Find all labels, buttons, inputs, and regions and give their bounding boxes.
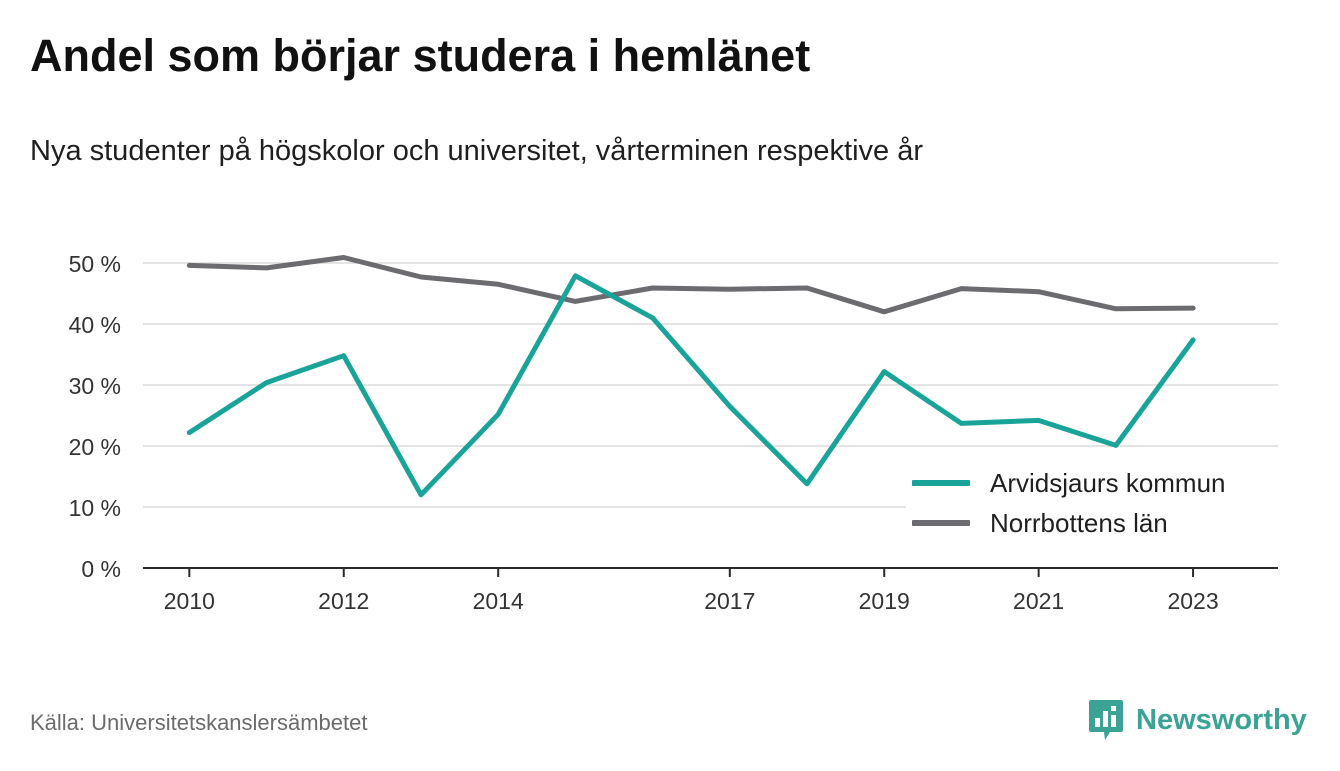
y-tick-label-50: 50 %	[69, 251, 121, 277]
chart-title: Andel som börjar studera i hemlänet	[30, 30, 811, 81]
legend-swatch-norrbotten	[912, 520, 970, 526]
x-tick-label-2014: 2014	[473, 588, 524, 614]
legend-item-norrbotten: Norrbottens län	[912, 504, 1168, 542]
legend-label-arvidsjaur: Arvidsjaurs kommun	[990, 467, 1226, 498]
x-tick-label-2023: 2023	[1167, 588, 1218, 614]
chart-subtitle: Nya studenter på högskolor och universit…	[30, 135, 923, 167]
line-chart: 0 % 10 % 20 % 30 % 40 % 50 % 2010 2012 2014 2017…	[69, 251, 1278, 614]
y-axis-tick-labels: 0 % 10 % 20 % 30 % 40 % 50 %	[69, 251, 121, 582]
series-line-norrbotten	[186, 255, 1196, 315]
y-tick-label-10: 10 %	[69, 495, 121, 521]
x-tick-label-2019: 2019	[859, 588, 910, 614]
newsworthy-brand[interactable]: Newsworthy	[1088, 698, 1307, 742]
series-lines	[186, 255, 1196, 498]
x-tick-label-2021: 2021	[1013, 588, 1064, 614]
y-tick-label-0: 0 %	[81, 556, 121, 582]
legend-item-arvidsjaur: Arvidsjaurs kommun	[912, 464, 1226, 502]
chart-legend: Arvidsjaurs kommun Norrbottens län	[906, 462, 1278, 548]
legend-swatch-arvidsjaur	[912, 480, 970, 486]
brand-name: Newsworthy	[1136, 703, 1307, 736]
newsworthy-logo-icon	[1089, 700, 1123, 740]
x-tick-label-2010: 2010	[164, 588, 215, 614]
source-note: Källa: Universitetskanslersämbetet	[30, 710, 368, 735]
x-axis-tick-labels: 2010 2012 2014 2017 2019 2021 2023	[164, 568, 1219, 614]
x-tick-label-2012: 2012	[318, 588, 369, 614]
series-line-arvidsjaur	[186, 273, 1196, 498]
y-tick-label-40: 40 %	[69, 312, 121, 338]
x-tick-label-2017: 2017	[704, 588, 755, 614]
y-tick-label-30: 30 %	[69, 373, 121, 399]
y-tick-label-20: 20 %	[69, 434, 121, 460]
legend-label-norrbotten: Norrbottens län	[990, 507, 1168, 538]
